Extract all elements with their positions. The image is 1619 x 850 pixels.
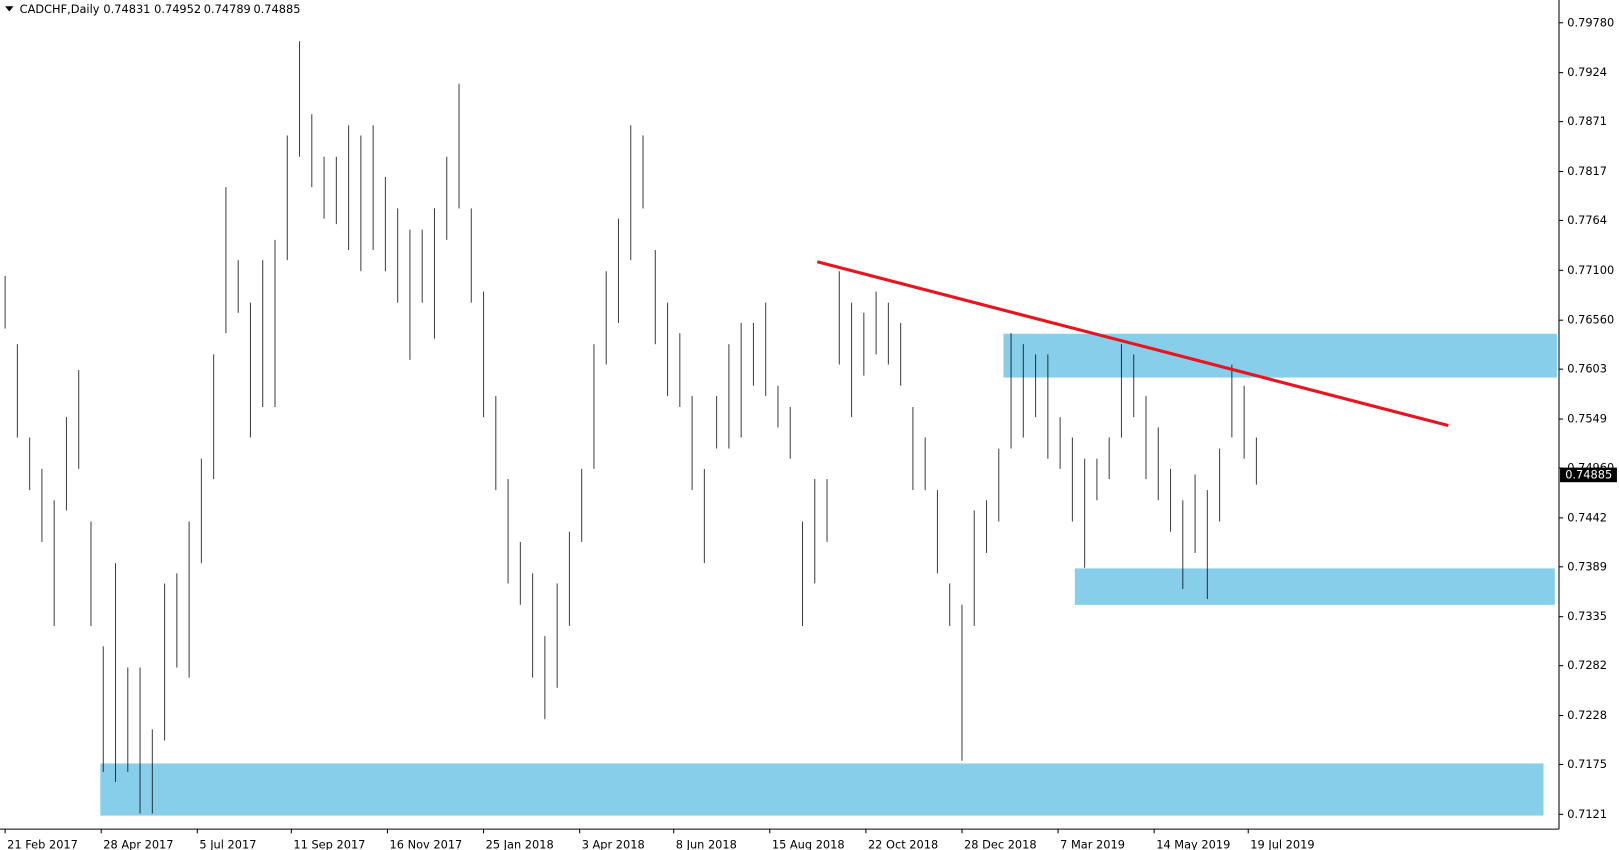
y-tick-label: 0.7175	[1567, 757, 1607, 771]
x-tick-label: 3 Apr 2018	[582, 837, 645, 850]
x-tick-label: 28 Apr 2017	[103, 837, 173, 850]
last-price-box	[1560, 467, 1617, 483]
x-tick-label: 16 Nov 2017	[390, 837, 463, 850]
x-tick-label: 19 Jul 2019	[1250, 837, 1314, 850]
x-tick-label: 11 Sep 2017	[293, 837, 365, 850]
last-price-label: 0.74885	[1565, 467, 1612, 481]
zones	[100, 333, 1557, 816]
y-tick-label: 0.7817	[1567, 164, 1607, 178]
y-tick-label: 0.7389	[1567, 559, 1607, 573]
y-tick-label: 0.7282	[1567, 658, 1607, 672]
header-high: 0.74952	[154, 2, 201, 16]
header-close: 0.74885	[253, 2, 300, 16]
y-tick-label: 0.7549	[1567, 411, 1607, 425]
y-tick-label: 0.7335	[1567, 609, 1607, 623]
resistance-zone	[1003, 333, 1557, 378]
header-low: 0.74789	[204, 2, 251, 16]
price-bars	[4, 41, 1257, 814]
header-open: 0.74831	[103, 2, 150, 16]
y-tick-label: 0.7764	[1567, 213, 1607, 227]
x-tick-label: 14 May 2019	[1156, 837, 1230, 850]
trend-line	[816, 260, 1449, 428]
y-tick-label: 0.7924	[1567, 65, 1607, 79]
x-tick-label: 25 Jan 2018	[486, 837, 554, 850]
y-tick-label: 0.76560	[1567, 313, 1614, 327]
x-tick-label: 7 Mar 2019	[1060, 837, 1125, 850]
y-tick-label: 0.7603	[1567, 362, 1607, 376]
x-tick-label: 22 Oct 2018	[868, 837, 938, 850]
y-tick-label: 0.79780	[1567, 15, 1614, 29]
y-tick-label: 0.77100	[1567, 263, 1614, 277]
support-zone	[1074, 568, 1555, 605]
x-tick-label: 28 Dec 2018	[964, 837, 1037, 850]
y-tick-label: 0.7442	[1567, 510, 1607, 524]
menu-triangle	[5, 6, 14, 12]
x-tick-label: 21 Feb 2017	[7, 837, 78, 850]
x-tick-label: 5 Jul 2017	[199, 837, 256, 850]
support-zone	[100, 763, 1544, 816]
x-tick-label: 15 Aug 2018	[772, 837, 845, 850]
y-tick-label: 0.7871	[1567, 114, 1607, 128]
x-tick-label: 8 Jun 2018	[676, 837, 737, 850]
y-tick-label: 0.7228	[1567, 708, 1607, 722]
y-tick-label: 0.7121	[1567, 807, 1607, 821]
symbol-title: CADCHF,Daily	[20, 2, 100, 16]
